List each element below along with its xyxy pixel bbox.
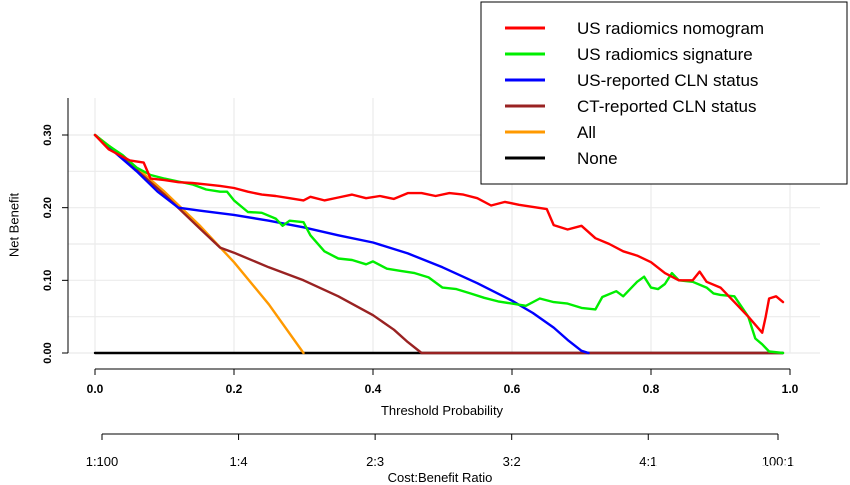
y-tick-label: 0.30	[42, 124, 54, 145]
legend-label: US radiomics nomogram	[577, 19, 764, 38]
x-tick-label: 0.6	[504, 382, 521, 396]
secondary-axis-title: Cost:Benefit Ratio	[388, 470, 493, 485]
legend-label: US radiomics signature	[577, 45, 753, 64]
secondary-tick-label: 1:100	[86, 454, 119, 469]
series-lines	[93, 133, 785, 355]
y-tick-label: 0.10	[42, 270, 54, 291]
legend-label: US-reported CLN status	[577, 71, 758, 90]
secondary-tick-label: 3:2	[503, 454, 521, 469]
series-line-us-radiomics-nomogram	[93, 133, 785, 334]
x-tick-label: 0.4	[365, 382, 382, 396]
legend: US radiomics nomogram US radiomics signat…	[480, 1, 848, 185]
secondary-tick-label: 1:4	[230, 454, 248, 469]
x-axis-title: Threshold Probability	[381, 403, 504, 418]
secondary-tick-label: 4:1	[639, 454, 657, 469]
x-tick-label: 0.8	[643, 382, 660, 396]
legend-box	[480, 1, 848, 185]
x-tick-label: 0.0	[87, 382, 104, 396]
watermark: CSDN @Data+Science+Insight	[654, 460, 835, 475]
legend-label: None	[577, 149, 618, 168]
legend-label: All	[577, 123, 596, 142]
y-tick-label: 0.20	[42, 197, 54, 218]
secondary-tick-label: 2:3	[366, 454, 384, 469]
secondary-tick-label: 100:1	[762, 454, 795, 469]
x-tick-label: 0.2	[226, 382, 243, 396]
y-axis-title: Net Benefit	[7, 192, 22, 257]
series-line-us-reported-cln-status	[93, 133, 590, 355]
x-tick-label: 1.0	[782, 382, 799, 396]
axes: 0.00 0.10 0.20 0.30 Net Benefit 0.0 0.2 0.4 0.6 0…	[7, 98, 799, 485]
legend-label: CT-reported CLN status	[577, 97, 757, 116]
y-tick-label: 0.00	[42, 342, 54, 363]
